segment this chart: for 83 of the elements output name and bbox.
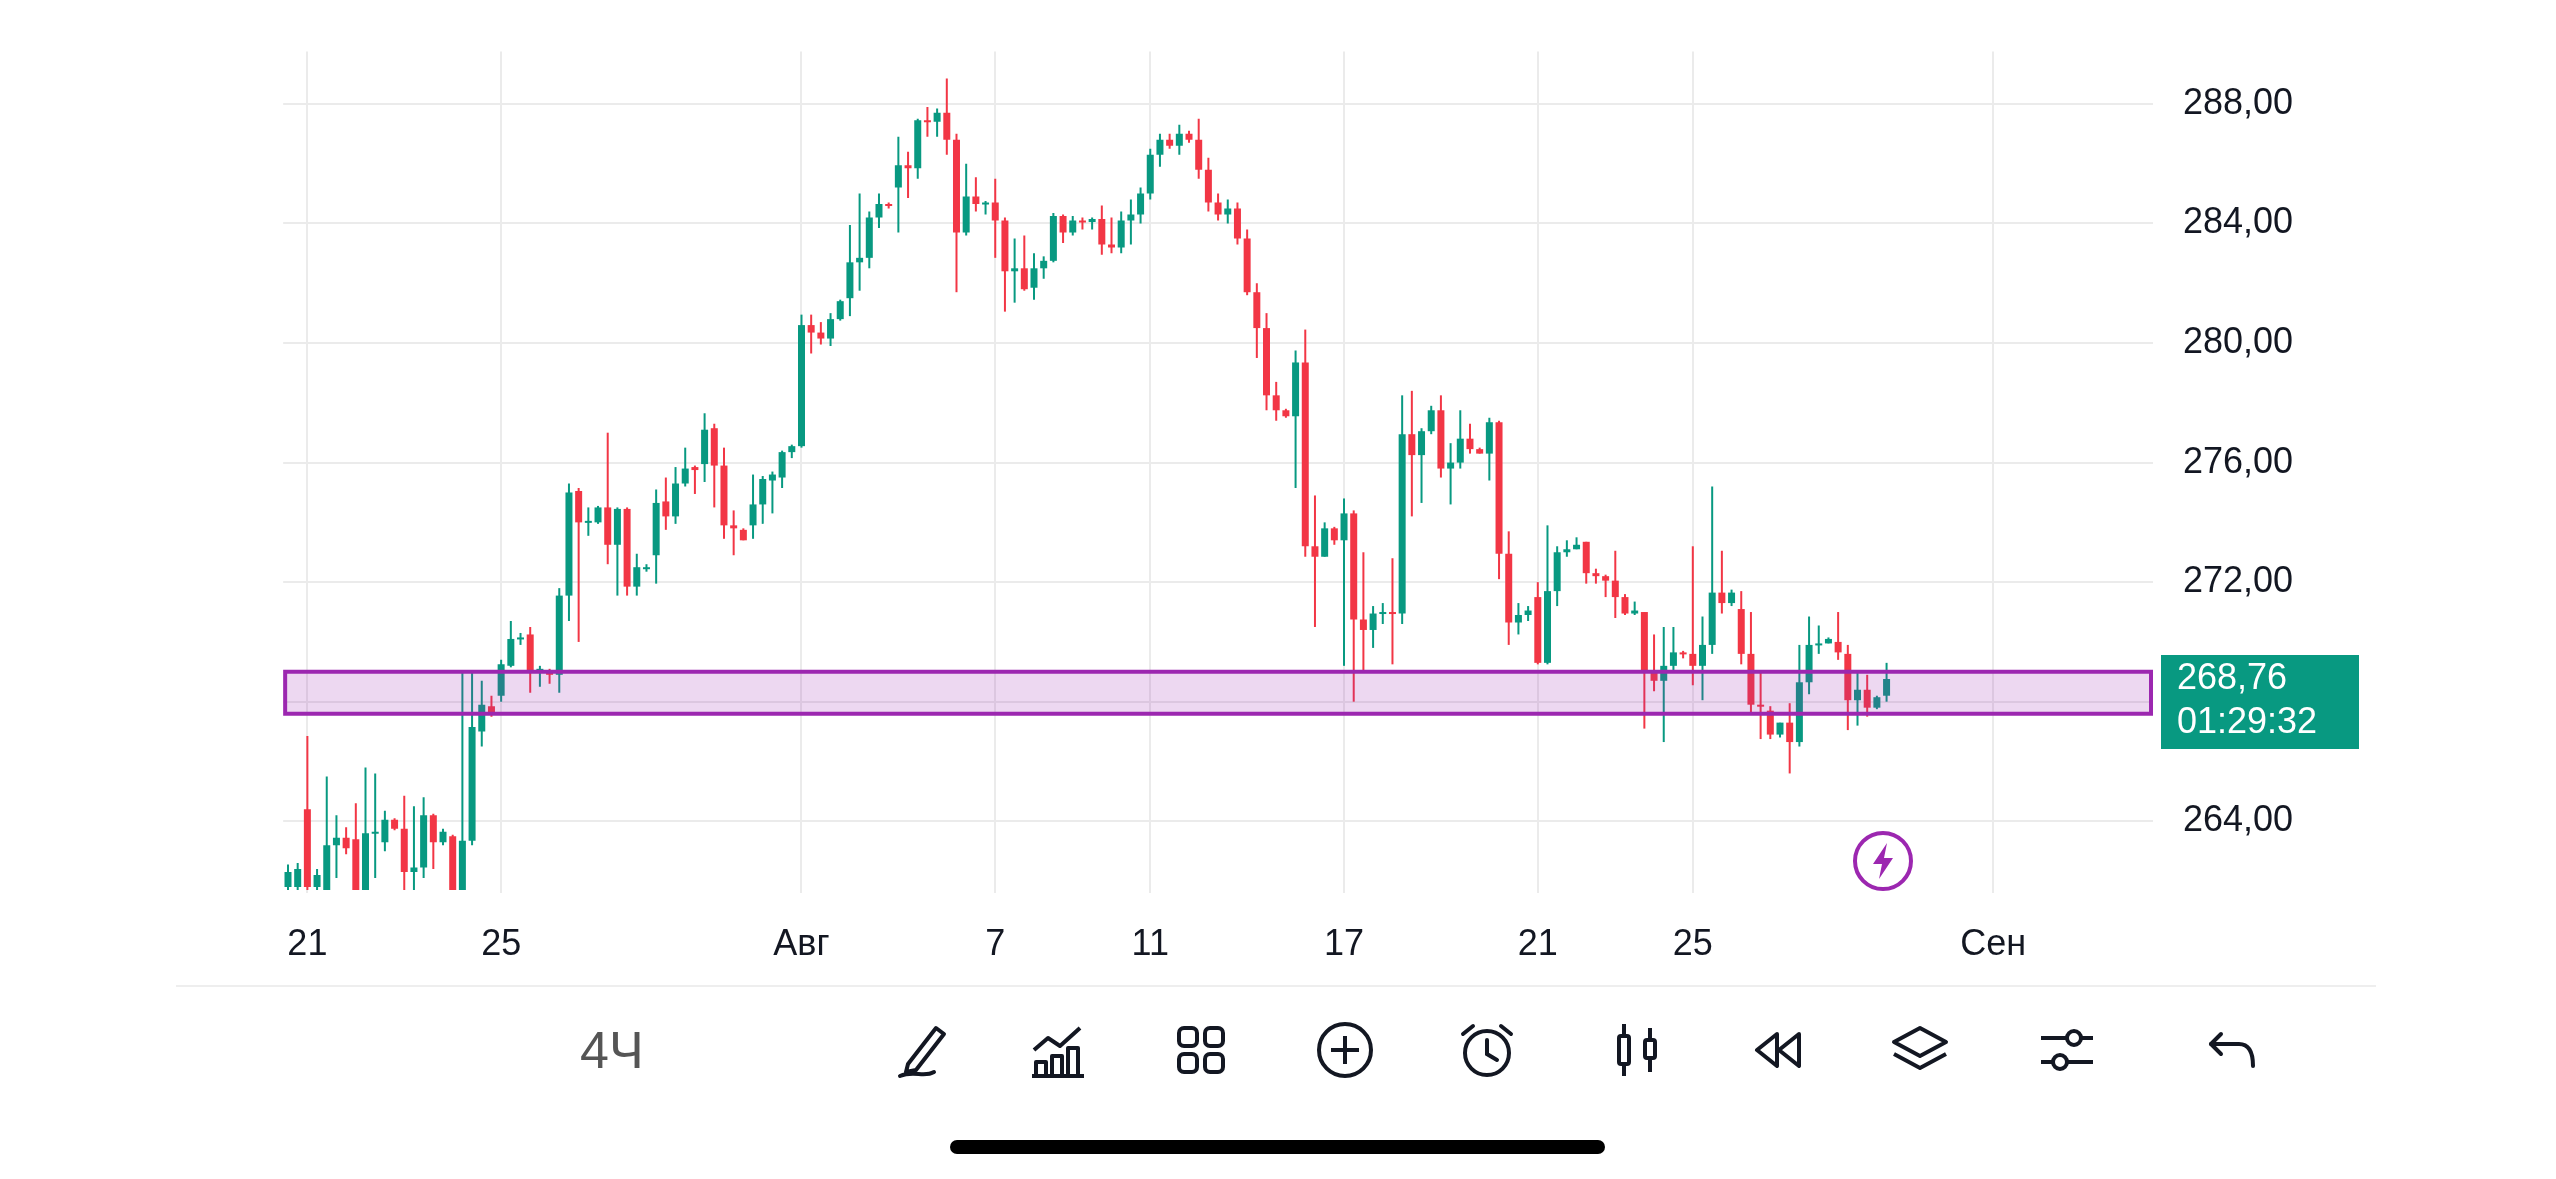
candlestick [817,321,825,346]
candlestick [1069,214,1077,237]
candlestick [1040,255,1048,280]
candlestick [730,509,738,557]
candlestick [1030,252,1038,301]
x-tick-label: 21 [287,921,328,963]
y-tick-label: 280,00 [2183,319,2294,361]
candlestick [991,177,999,259]
x-tick-label: 21 [1517,921,1558,963]
candlestick [332,814,340,880]
candlestick [768,470,776,515]
candlestick [1137,186,1145,225]
candlestick [749,473,757,540]
candlestick [972,176,980,213]
candlestick [681,446,689,488]
candlestick [836,298,844,322]
candlestick [342,826,350,856]
candlestick [894,135,902,234]
y-tick-label: 284,00 [2183,200,2294,242]
candlestick [1786,702,1794,775]
candlestick [1447,442,1455,506]
x-tick-label: 25 [1672,921,1713,963]
x-tick-label: Авг [773,921,830,963]
y-tick-label: 276,00 [2183,439,2294,481]
candlestick [1621,593,1629,617]
candlestick [1863,673,1871,718]
x-tick-label: 17 [1324,921,1365,963]
candlestick [1883,661,1891,703]
candlestick [1514,602,1522,636]
candlestick [923,105,931,138]
candlestick [294,862,302,892]
candlestick [1272,380,1280,422]
candlestick [1108,216,1116,255]
candlestick [691,464,699,495]
candlestick [1669,625,1677,672]
candlestick [856,192,864,292]
candlestick [1359,551,1367,673]
candlestick [933,107,941,138]
candlestick [284,863,292,892]
candlestick [1698,615,1706,702]
candlestick [381,809,389,853]
candlestick [875,192,883,229]
candlestick [1815,624,1823,655]
candlestick [1311,494,1319,628]
candlestick [1224,198,1232,225]
candlestick [584,506,592,537]
text: 01:29:32 [2177,699,2318,741]
x-tick-label: Сен [1960,921,2027,963]
candlestick [410,805,418,892]
text: 268,76 [2177,655,2288,697]
candlestick [662,476,670,531]
candlestick [807,313,815,355]
y-tick-label: 272,00 [2183,559,2294,601]
x-tick-label: 11 [1131,921,1169,963]
x-tick-label: 25 [481,921,522,963]
candlestick [1466,422,1474,455]
candlestick [1020,234,1028,292]
candlestick [1689,545,1697,687]
candlestick [1418,427,1426,504]
y-tick-label: 264,00 [2183,798,2294,840]
candlestick [827,312,835,348]
x-tick-label: 7 [985,921,1006,963]
candlestick [1379,602,1387,625]
candlestick [1214,192,1222,222]
candlestick [1156,132,1164,168]
candlestick [1456,409,1464,470]
candlestick [1834,611,1842,661]
candlestick [904,150,912,200]
candlestick [1611,549,1619,620]
candlestick [1369,605,1377,649]
candlestick [371,772,379,880]
candlestick [1011,237,1019,304]
text: 4Ч [580,1020,644,1080]
candlestick [1408,389,1416,518]
candlestick [1427,404,1435,436]
candlestick [1602,573,1610,599]
candlestick [633,552,641,597]
candlestick [1175,123,1183,156]
y-tick-label: 288,00 [2183,80,2294,122]
candlestick [1059,213,1067,244]
candlestick [1388,557,1396,666]
candlestick [1718,549,1726,615]
candlestick [313,868,321,892]
